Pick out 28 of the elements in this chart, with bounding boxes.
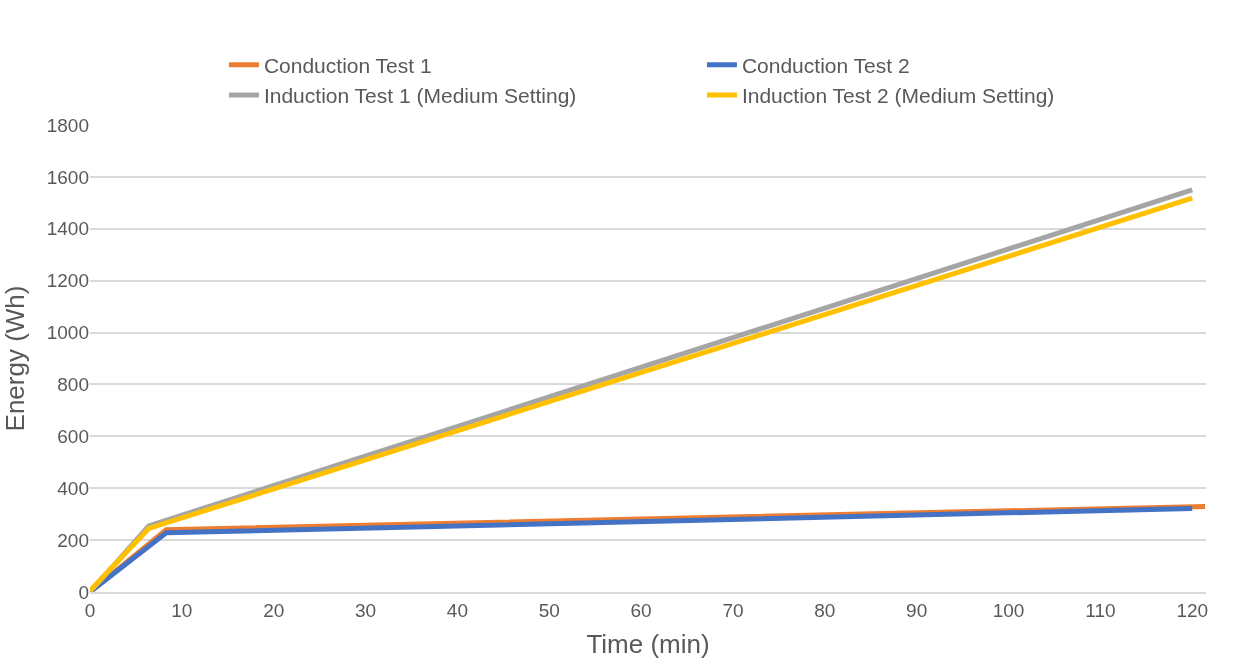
x-tick-label: 10 (171, 599, 193, 621)
legend-label: Conduction Test 1 (263, 54, 432, 77)
legend-label: Induction Test 2 (Medium Setting) (741, 84, 1055, 108)
legend-label: Conduction Test 2 (741, 54, 910, 77)
y-tick-label: 1800 (46, 114, 89, 136)
x-tick-label: 110 (1085, 599, 1116, 621)
x-tick-label: 40 (446, 599, 468, 621)
x-tick-label: 30 (354, 599, 377, 621)
x-tick-label: 50 (538, 599, 560, 621)
y-tick-label: 600 (57, 425, 89, 447)
legend-label: Induction Test 1 (Medium Setting) (263, 84, 577, 108)
x-tick-label: 70 (722, 599, 744, 621)
y-tick-label: 1600 (46, 166, 89, 188)
x-tick-label: 120 (1176, 599, 1209, 621)
y-tick-label: 200 (57, 529, 89, 551)
x-tick-label: 80 (814, 599, 836, 621)
y-axis-title: Energy (Wh) (0, 285, 30, 432)
y-tick-label: 1000 (46, 322, 89, 344)
y-tick-label: 1200 (46, 270, 89, 292)
y-tick-label: 1400 (46, 218, 89, 240)
y-tick-label: 0 (78, 581, 89, 603)
y-tick-label: 400 (57, 477, 89, 499)
x-tick-label: 60 (630, 599, 652, 621)
x-tick-label: 100 (992, 599, 1025, 621)
y-tick-label: 800 (57, 374, 89, 396)
x-tick-label: 20 (263, 599, 285, 621)
x-axis-title: Time (min) (586, 629, 710, 659)
x-tick-label: 90 (906, 599, 928, 621)
